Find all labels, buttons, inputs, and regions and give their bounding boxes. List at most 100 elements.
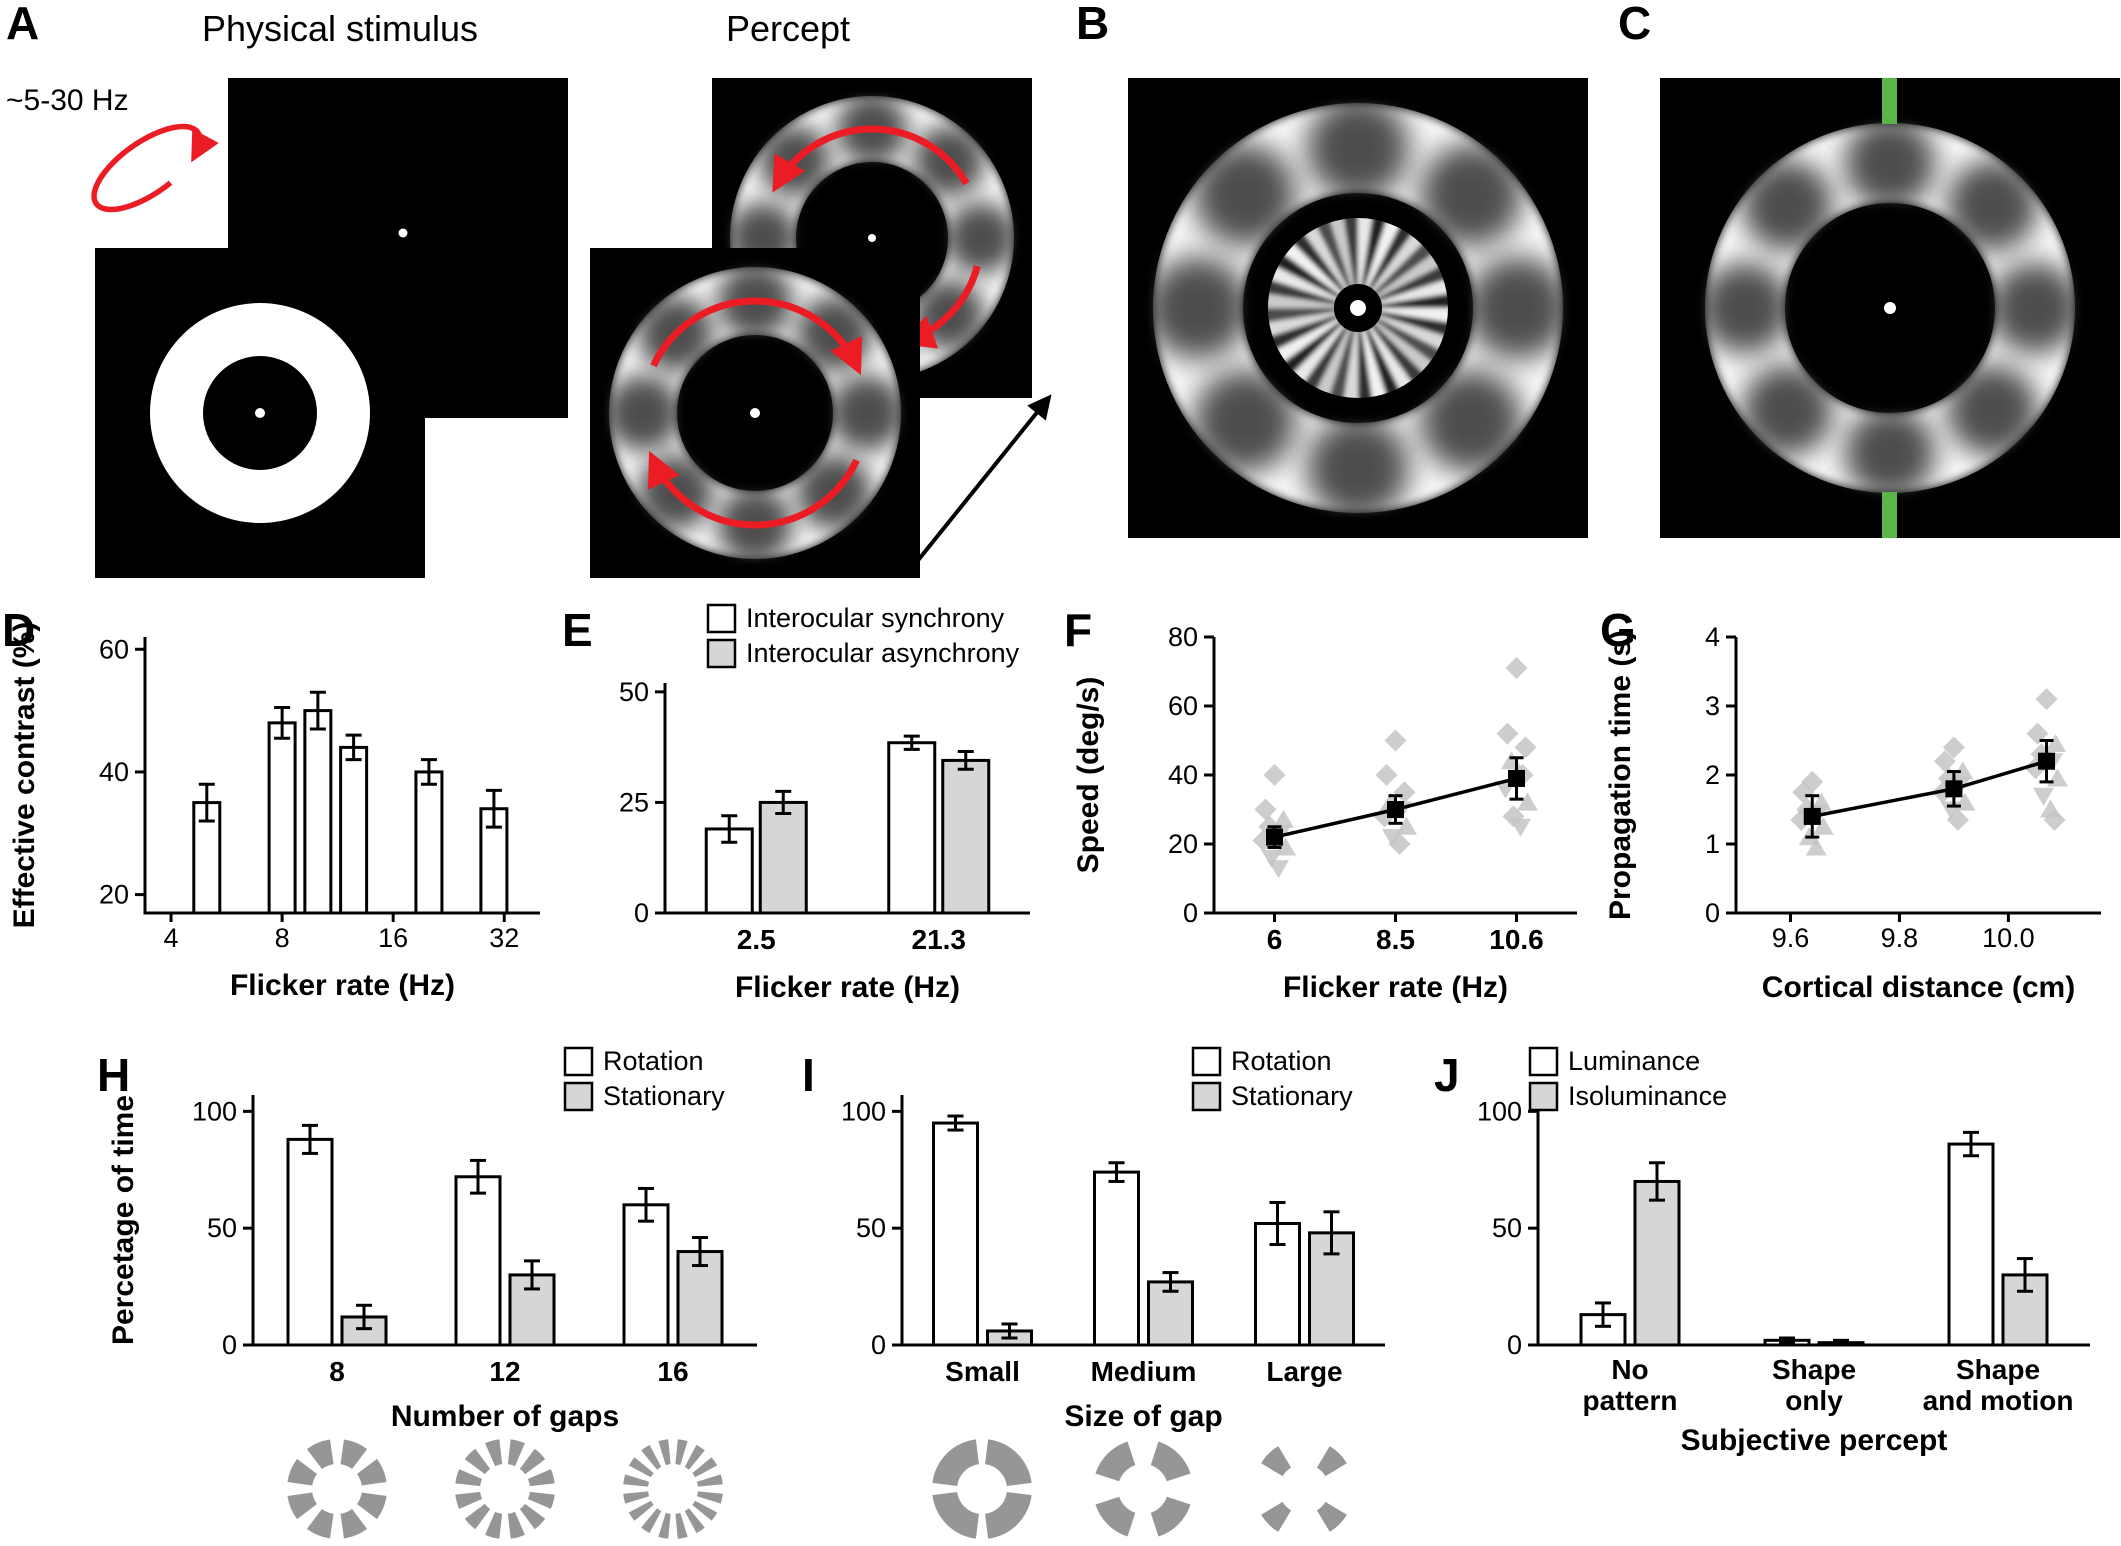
ring-segment [287,1458,318,1486]
gaps-12-ring-icon [455,1439,555,1539]
x-category-label: Small [945,1356,1020,1387]
panel-d: 20 40 60 Effective contrast (%) Flicker rate… [0,595,560,1025]
legend-swatch [1191,1046,1222,1077]
gaussian-blob [1989,262,2081,354]
y-axis-title: Speed (deg/s) [1072,677,1105,874]
bar [1093,1170,1140,1347]
panel-c-label: C [1618,0,1652,49]
x-category-label: Medium [1091,1356,1197,1387]
ring-segment [340,1439,368,1470]
scatter-point [2043,808,2066,831]
legend-label: Luminance [1568,1046,1700,1076]
x-category-label: 12 [489,1356,520,1387]
x-category-label: and motion [1923,1385,2074,1416]
scatter-point [1812,816,1834,835]
scatter-point [2024,757,2047,780]
flicker-cycle-icon [91,123,219,213]
scatter-point [1933,750,1956,773]
ring-segment [658,1512,671,1539]
scatter-point [1942,736,1965,759]
y-tick-label: 20 [1168,829,1198,859]
panel-j: 0 50 100 Subjective percept No pattern Shape on… [1432,1040,2121,1470]
ring-segment [306,1508,334,1539]
physical-stimulus-front-frame [95,248,425,578]
ring-segment [1095,1496,1136,1537]
panel-f-label: F [1064,604,1093,656]
scatter-point [1946,808,1969,831]
y-tick-label: 100 [192,1096,237,1126]
x-category-label: 2.5 [737,924,776,955]
gaussian-blob [1844,117,1936,209]
x-tick-label: 6 [1267,924,1283,955]
y-tick-label: 0 [222,1330,237,1360]
panel-i: 0 50 100 Size of gap Small Medium Large Rotatio… [800,1040,1425,1452]
gaussian-blob [1192,369,1297,474]
scatter-point [1952,761,1974,780]
legend-label: Stationary [1231,1081,1353,1111]
x-category-label: Shape [1956,1354,2040,1385]
x-category-label: 16 [657,1356,688,1387]
y-tick-label: 50 [207,1213,237,1243]
percept-heading: Percept [725,8,851,49]
scatter-point [1517,792,1538,811]
mean-line [1811,759,2048,819]
x-tick-label: 8 [275,923,290,953]
y-tick-label: 0 [1705,898,1720,928]
ring-segment [696,1491,723,1504]
percept-front-frame [590,248,920,578]
mean-marker [1387,801,1404,818]
radial-grating [1260,210,1456,406]
gaussian-blob [1419,142,1524,247]
ring-segment [527,1491,555,1509]
bar [887,741,937,915]
rotation-arrow-icon [772,125,970,193]
chart-g: 0 1 2 3 4 Propagation time (s) Cortical distan… [1604,622,2101,1004]
legend-swatch [706,638,737,669]
scatter-point [1261,849,1282,868]
fixation-dot [1884,302,1896,314]
bar [454,1175,502,1347]
blob-ring [1699,117,2081,499]
ring-segment [519,1503,546,1530]
panel-i-label: I [802,1049,815,1101]
flicker-cycle-loop [91,123,219,213]
ring-segment [684,1508,705,1534]
panel-b-stimulus [1128,78,1588,538]
x-category-label: No [1611,1354,1648,1385]
scatter-point [1388,833,1411,855]
panel-g: 0 1 2 3 4 Propagation time (s) Cortical distan… [1598,595,2121,1025]
mean-marker [1803,807,1821,825]
x-category-label: 21.3 [912,924,967,955]
ring-segment [340,1508,368,1539]
y-tick-label: 25 [619,787,649,817]
y-tick-label: 3 [1705,691,1720,721]
ring-segment [356,1492,387,1520]
legend-swatch [563,1046,594,1077]
ring-segment [507,1439,525,1467]
y-tick-label: 50 [856,1213,886,1243]
fixation-dot [750,408,760,418]
ring-segment [623,1474,650,1487]
fixation-dot [398,228,408,238]
gaussian-blob [1741,364,1834,457]
ring-segment [1095,1441,1136,1482]
bar [622,1203,670,1347]
ring-segment [1150,1441,1191,1482]
ring-segment [485,1439,503,1467]
chart-h: 0 50 100 Percetage of time Number of gaps 8 12… [107,1046,757,1433]
chart-f: 0 20 40 60 80 Speed (deg/s) Flicker rate (Hz)6… [1072,622,1577,1004]
x-tick-label: 4 [164,923,179,953]
large-gap-ring-icon [1261,1446,1347,1532]
mean-marker [1508,769,1525,787]
bar [339,745,369,915]
gaussian-blob [1192,142,1297,247]
legend-swatch [563,1081,594,1112]
y-tick-label: 60 [1168,691,1198,721]
blob-ring [1146,96,1570,520]
ring-segment [1316,1501,1347,1532]
legend-swatch [1528,1081,1559,1112]
x-tick-label: 9.6 [1772,923,1810,953]
legend-swatch [1528,1046,1559,1077]
panel-b-label: B [1076,0,1110,49]
bar [303,709,333,915]
